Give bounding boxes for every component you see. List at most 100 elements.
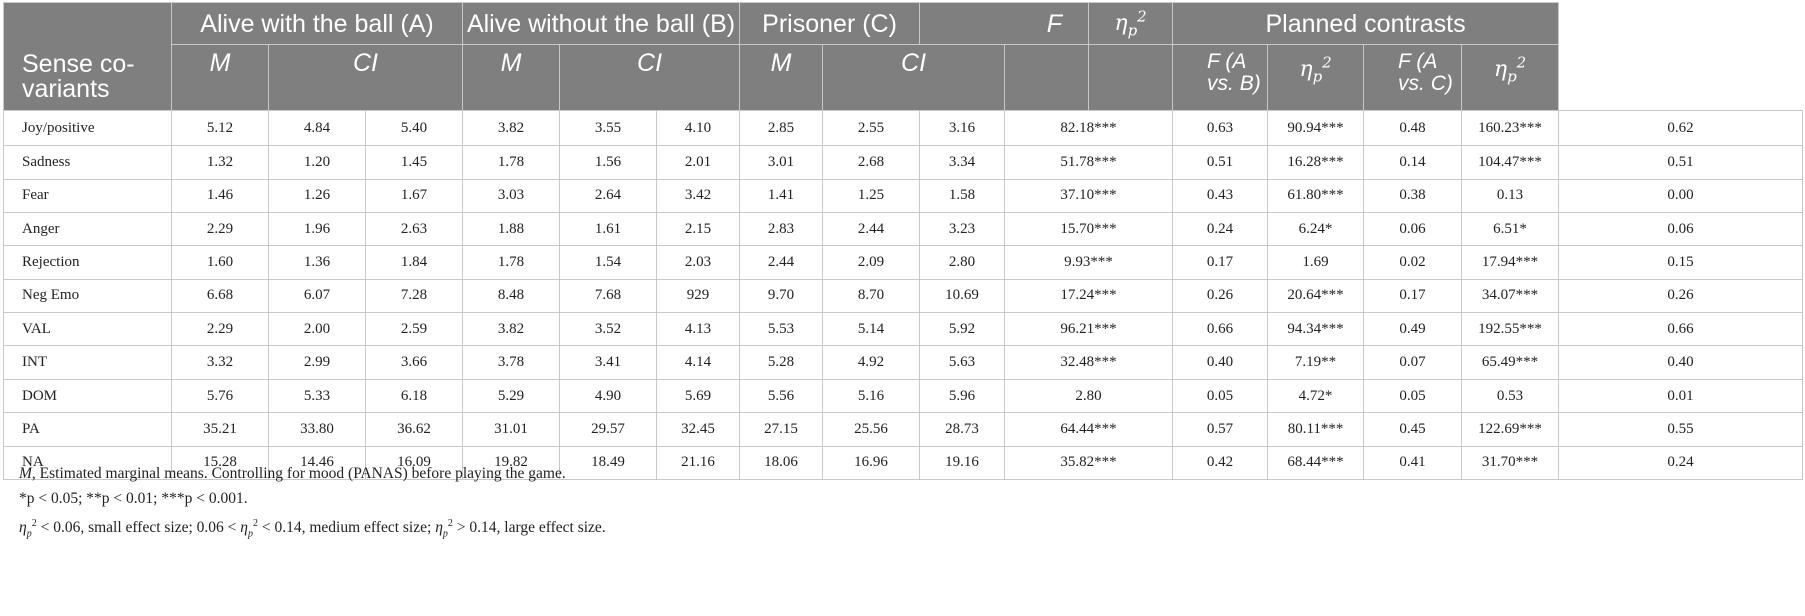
results-table: Sense co-variants Alive with the ball (A… [3, 2, 1803, 481]
table-cell: 3.55 [559, 109, 658, 147]
table-cell: 65.49*** [1461, 345, 1560, 380]
table-cell: 51.78*** [1004, 145, 1174, 180]
table-cell: 0.06 [1363, 211, 1463, 247]
table-cell: 929 [656, 278, 741, 314]
table-cell: 2.64 [559, 178, 658, 213]
table-cell: 33.80 [268, 412, 366, 447]
table-cell: 3.41 [559, 345, 658, 380]
table-cell: 0.48 [1363, 109, 1463, 147]
table-cell: 2.00 [268, 312, 366, 347]
row-label: VAL [3, 312, 172, 347]
note-effect-size: ηp2 < 0.06, small effect size; 0.06 < ηp… [19, 518, 606, 540]
row-label: Neg Emo [3, 278, 172, 314]
table-cell: 80.11*** [1267, 412, 1365, 447]
header-eta-blank [1088, 43, 1174, 111]
header-eta: ηp2 [1088, 2, 1174, 45]
table-cell: 4.84 [268, 109, 366, 147]
header-b-ci: CI [559, 43, 741, 111]
table-cell: 16.28*** [1267, 145, 1365, 180]
table-cell: 3.34 [919, 145, 1006, 180]
table-cell: 5.28 [739, 345, 824, 380]
row-label: Sadness [3, 145, 172, 180]
table-cell: 0.42 [1172, 445, 1269, 481]
table-cell: 31.01 [462, 412, 561, 447]
table-cell: 3.03 [462, 178, 561, 213]
table-cell: 2.15 [656, 211, 741, 247]
table-cell: 3.78 [462, 345, 561, 380]
table-cell: 5.12 [171, 109, 269, 147]
table-cell: 0.43 [1172, 178, 1269, 213]
table-cell: 6.68 [171, 278, 269, 314]
table-cell: 0.00 [1558, 178, 1803, 213]
table-cell: 32.48*** [1004, 345, 1174, 380]
header-c-m: M [739, 43, 824, 111]
table-cell: 19.16 [919, 445, 1006, 481]
table-cell: 0.49 [1363, 312, 1463, 347]
header-group-c: Prisoner (C) [739, 2, 921, 45]
table-cell: 5.69 [656, 378, 741, 414]
table-cell: 21.16 [656, 445, 741, 481]
table-cell: 90.94*** [1267, 109, 1365, 147]
table-cell: 1.25 [822, 178, 921, 213]
table-cell: 6.51* [1461, 211, 1560, 247]
table-cell: 2.83 [739, 211, 824, 247]
table-cell: 5.40 [364, 109, 464, 147]
table-cell: 2.80 [919, 245, 1006, 280]
table-cell: 160.23*** [1461, 109, 1560, 147]
table-row: PA 35.21 33.80 36.62 31.01 29.57 32.45 27.15 25.… [3, 412, 1803, 447]
table-row: Fear 1.46 1.26 1.67 3.03 2.64 3.42 1.41 1.25 1.58… [3, 178, 1803, 213]
table-cell: 0.01 [1558, 378, 1803, 414]
table-cell: 3.42 [656, 178, 741, 213]
table-cell: 4.14 [656, 345, 741, 380]
table-cell: 0.41 [1363, 445, 1463, 481]
table-cell: 18.06 [739, 445, 824, 481]
row-label: INT [3, 345, 172, 380]
table-cell: 4.10 [656, 109, 741, 147]
table-cell: 4.90 [559, 378, 658, 414]
table-cell: 1.36 [268, 245, 366, 280]
row-label: Rejection [3, 245, 172, 280]
table-cell: 5.92 [919, 312, 1006, 347]
table-cell: 0.57 [1172, 412, 1269, 447]
table-cell: 0.51 [1172, 145, 1269, 180]
table-cell: 1.56 [559, 145, 658, 180]
table-cell: 7.68 [559, 278, 658, 314]
table-cell: 6.07 [268, 278, 366, 314]
table-cell: 0.45 [1363, 412, 1463, 447]
table-cell: 192.55*** [1461, 312, 1560, 347]
table-cell: 1.26 [268, 178, 366, 213]
table-cell: 3.16 [919, 109, 1006, 147]
table-cell: 0.66 [1172, 312, 1269, 347]
header-planned-contrasts: Planned contrasts [1172, 2, 1560, 45]
table-cell: 0.40 [1558, 345, 1803, 380]
table-cell: 3.52 [559, 312, 658, 347]
table-cell: 2.44 [822, 211, 921, 247]
table-cell: 0.05 [1172, 378, 1269, 414]
table-row: Joy/positive 5.12 4.84 5.40 3.82 3.55 4.10 2.85… [3, 109, 1803, 147]
note-significance: *p < 0.05; **p < 0.01; ***p < 0.001. [19, 490, 248, 507]
table-cell: 2.03 [656, 245, 741, 280]
table-cell: 1.20 [268, 145, 366, 180]
table-cell: 27.15 [739, 412, 824, 447]
table-cell: 16.96 [822, 445, 921, 481]
header-eta-ab: ηp2 [1267, 43, 1365, 111]
table-row: INT 3.32 2.99 3.66 3.78 3.41 4.14 5.28 4.92 5.63 3… [3, 345, 1803, 380]
table-cell: 3.23 [919, 211, 1006, 247]
table-cell: 122.69*** [1461, 412, 1560, 447]
table-cell: 2.55 [822, 109, 921, 147]
table-cell: 0.06 [1558, 211, 1803, 247]
table-cell: 31.70*** [1461, 445, 1560, 481]
header-a-m: M [171, 43, 269, 111]
row-label: DOM [3, 378, 172, 414]
table-cell: 0.24 [1172, 211, 1269, 247]
table-cell: 36.62 [364, 412, 464, 447]
table-cell: 0.17 [1363, 278, 1463, 314]
table-cell: 0.62 [1558, 109, 1803, 147]
table-cell: 1.78 [462, 145, 561, 180]
row-label: NA [3, 445, 172, 481]
table-cell: 0.55 [1558, 412, 1803, 447]
table-row: Sadness 1.32 1.20 1.45 1.78 1.56 2.01 3.01 2.68 3… [3, 145, 1803, 180]
table-cell: 15.70*** [1004, 211, 1174, 247]
header-b-m: M [462, 43, 561, 111]
